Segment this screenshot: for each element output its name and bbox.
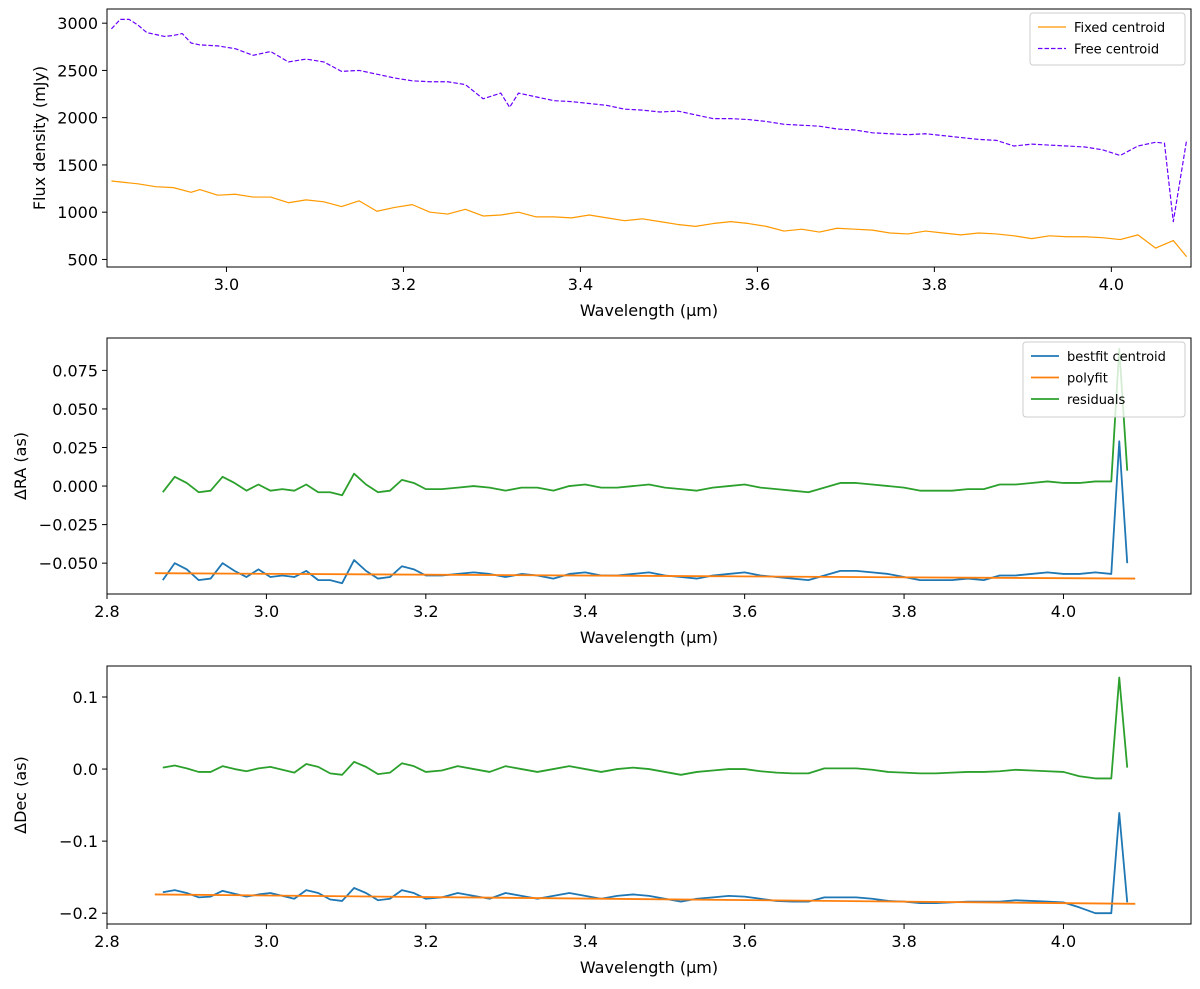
x-axis-label: Wavelength (μm) xyxy=(580,628,718,647)
y-tick-label: 1000 xyxy=(57,203,98,222)
series-line-residuals xyxy=(162,676,1129,780)
x-tick-label: 3.8 xyxy=(922,275,947,294)
x-tick-label: 3.0 xyxy=(254,602,279,621)
y-tick-label: 3000 xyxy=(57,14,98,33)
x-tick-label: 2.8 xyxy=(94,932,119,951)
y-tick-label: 0.0 xyxy=(73,760,98,779)
series-line-residuals xyxy=(162,347,1129,497)
y-axis-label: ΔRA (as) xyxy=(11,432,30,500)
x-tick-label: 2.8 xyxy=(94,602,119,621)
x-tick-label: 3.0 xyxy=(254,932,279,951)
series-line-polyfit xyxy=(154,893,1136,905)
axes-frame xyxy=(106,8,1192,268)
y-tick-label: −0.1 xyxy=(59,832,98,851)
y-tick-label: 2500 xyxy=(57,61,98,80)
y-tick-label: 0.1 xyxy=(73,688,98,707)
x-axis-label: Wavelength (μm) xyxy=(580,301,718,320)
panel-2: 2.8 3.0 3.2 3.4 3.6 3.8 4.0 −0.050 −0.025 0.000 0.… xyxy=(11,337,1192,647)
series-line-bestfit-centroid xyxy=(162,812,1129,915)
y-tick-label: 0.075 xyxy=(52,361,98,380)
x-axis-label: Wavelength (μm) xyxy=(580,958,718,977)
y-tick-label: 0.050 xyxy=(52,400,98,419)
x-tick-label: 4.0 xyxy=(1051,932,1076,951)
legend-label: bestfit centroid xyxy=(1067,350,1166,365)
series-line-polyfit xyxy=(154,572,1136,580)
legend: bestfit centroid polyfit residuals xyxy=(1022,341,1186,418)
panel-3: 2.8 3.0 3.2 3.4 3.6 3.8 4.0 −0.2 −0.1 0.0 0.1 Wavel… xyxy=(11,665,1192,977)
legend-label: residuals xyxy=(1067,393,1126,408)
legend-box xyxy=(1022,341,1186,418)
legend-label: Free centroid xyxy=(1074,43,1159,58)
x-tick-label: 3.4 xyxy=(568,275,593,294)
y-tick-label: 1500 xyxy=(57,156,98,175)
legend-label: polyfit xyxy=(1067,372,1108,387)
y-tick-label: −0.050 xyxy=(39,554,98,573)
y-axis-label: ΔDec (as) xyxy=(11,756,30,834)
x-tick-label: 3.8 xyxy=(891,602,916,621)
y-axis-label: Flux density (mJy) xyxy=(30,66,49,210)
x-tick-label: 4.0 xyxy=(1099,275,1124,294)
legend: Fixed centroid Free centroid xyxy=(1029,12,1186,66)
panel-1: 3.0 3.2 3.4 3.6 3.8 4.0 500 1000 1500 2000 2500 300… xyxy=(30,8,1192,320)
x-tick-label: 4.0 xyxy=(1051,602,1076,621)
x-tick-label: 3.2 xyxy=(413,932,438,951)
x-tick-label: 3.6 xyxy=(732,932,757,951)
axes-frame xyxy=(106,337,1192,595)
x-tick-label: 3.6 xyxy=(745,275,770,294)
series-line-fixed-centroid xyxy=(111,180,1188,257)
x-tick-label: 3.2 xyxy=(413,602,438,621)
y-tick-label: 0.000 xyxy=(52,477,98,496)
y-tick-label: 2000 xyxy=(57,109,98,128)
series-line-free-centroid xyxy=(110,18,1188,223)
axes-frame xyxy=(106,665,1192,925)
x-tick-label: 3.4 xyxy=(573,602,598,621)
y-tick-label: 0.025 xyxy=(52,438,98,457)
legend-box xyxy=(1029,12,1186,66)
y-tick-label: −0.025 xyxy=(39,516,98,535)
y-tick-label: −0.2 xyxy=(59,904,98,923)
x-tick-label: 3.6 xyxy=(732,602,757,621)
legend-label: Fixed centroid xyxy=(1074,21,1165,36)
x-tick-label: 3.0 xyxy=(214,275,239,294)
series-line-bestfit-centroid xyxy=(162,440,1129,585)
x-tick-label: 3.2 xyxy=(391,275,416,294)
x-tick-label: 3.8 xyxy=(891,932,916,951)
y-tick-label: 500 xyxy=(67,250,98,269)
x-tick-label: 3.4 xyxy=(573,932,598,951)
